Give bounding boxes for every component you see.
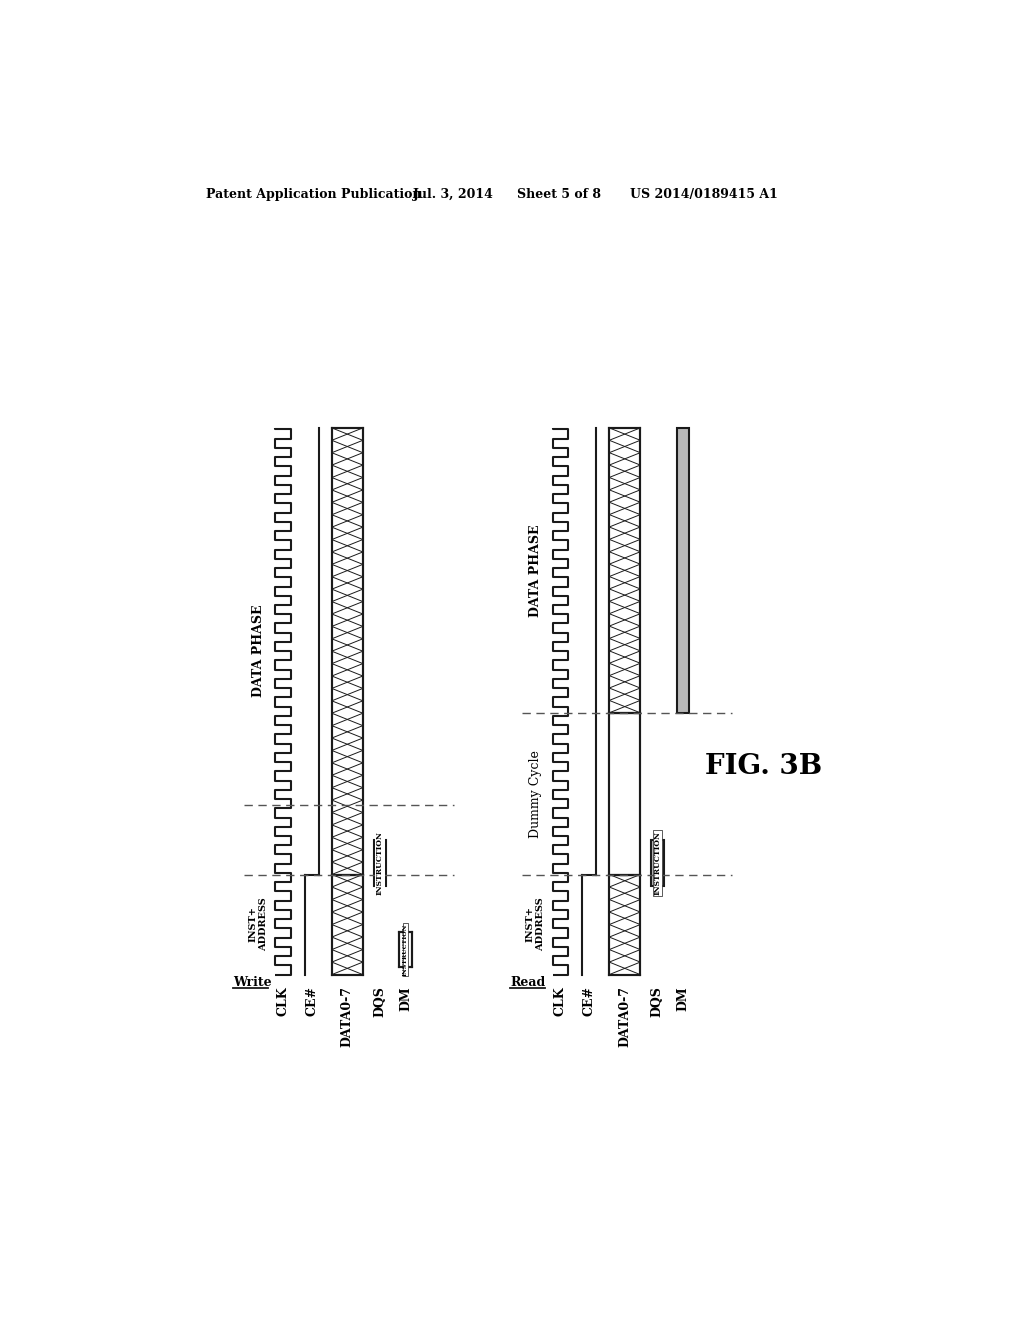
Bar	[332, 874, 362, 974]
Text: DM: DM	[677, 986, 689, 1011]
Text: DQS: DQS	[651, 986, 664, 1016]
Text: DATA PHASE: DATA PHASE	[529, 524, 542, 616]
Text: DQS: DQS	[374, 986, 386, 1016]
Text: INSTRUCTION: INSTRUCTION	[376, 832, 384, 895]
Text: DATA0-7: DATA0-7	[341, 986, 354, 1047]
Text: INSTRUCTION: INSTRUCTION	[403, 924, 408, 975]
Bar	[399, 932, 412, 966]
Text: CE#: CE#	[583, 986, 596, 1016]
Text: CLK: CLK	[276, 986, 290, 1016]
Text: Patent Application Publication: Patent Application Publication	[206, 187, 421, 201]
Text: DM: DM	[399, 986, 412, 1011]
Bar	[374, 840, 386, 886]
Text: CLK: CLK	[554, 986, 567, 1016]
Bar	[332, 428, 362, 875]
Text: US 2014/0189415 A1: US 2014/0189415 A1	[630, 187, 778, 201]
Text: Dummy Cycle: Dummy Cycle	[529, 750, 542, 838]
Text: Sheet 5 of 8: Sheet 5 of 8	[517, 187, 601, 201]
Text: DATA PHASE: DATA PHASE	[252, 605, 264, 697]
Bar	[677, 428, 689, 713]
Bar	[609, 874, 640, 974]
Text: Jul. 3, 2014: Jul. 3, 2014	[414, 187, 494, 201]
Text: Write: Write	[232, 975, 271, 989]
Bar	[609, 428, 640, 713]
Text: INST+
ADDRESS: INST+ ADDRESS	[526, 898, 546, 952]
Text: CE#: CE#	[305, 986, 318, 1016]
Text: INST+
ADDRESS: INST+ ADDRESS	[249, 898, 268, 952]
Bar	[651, 840, 664, 886]
Text: INSTRUCTION: INSTRUCTION	[653, 832, 662, 895]
Text: Read: Read	[510, 975, 546, 989]
Text: FIG. 3B: FIG. 3B	[705, 754, 822, 780]
Text: DATA0-7: DATA0-7	[618, 986, 631, 1047]
Bar	[609, 713, 640, 875]
